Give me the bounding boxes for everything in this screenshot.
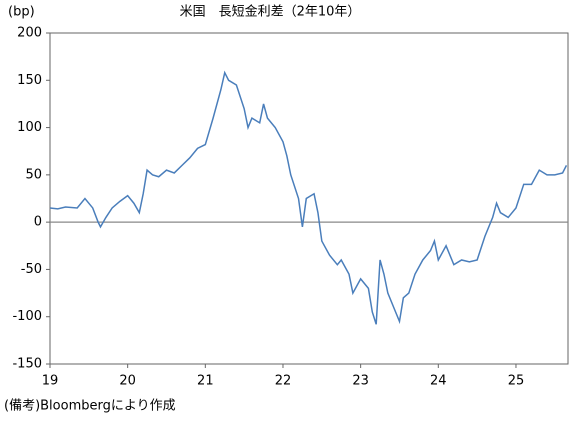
plot-frame: [49, 32, 569, 365]
note: (備考)Bloombergにより作成: [4, 398, 176, 414]
y-tick-label: 0: [34, 215, 42, 230]
x-tick-label: 25: [508, 374, 525, 389]
y-tick-label: -150: [12, 357, 42, 372]
data-line: [49, 70, 568, 325]
x-tick-label: 20: [119, 374, 136, 389]
x-tick-label: 23: [352, 374, 369, 389]
x-tick-label: 19: [42, 374, 59, 389]
y-tick-label: 150: [17, 73, 42, 88]
y-tick-label: 50: [25, 167, 42, 182]
chart-title: 米国 長短金利差（2年10年）: [180, 4, 361, 20]
y-unit: (bp): [8, 5, 35, 20]
y-tick-label: 200: [17, 26, 42, 41]
y-tick-label: -50: [21, 262, 42, 277]
x-tick-label: 24: [430, 374, 447, 389]
x-tick-label: 22: [275, 374, 292, 389]
y-tick-label: -100: [12, 309, 42, 324]
x-tick-label: 21: [197, 374, 214, 389]
y-tick-label: 100: [17, 120, 42, 135]
